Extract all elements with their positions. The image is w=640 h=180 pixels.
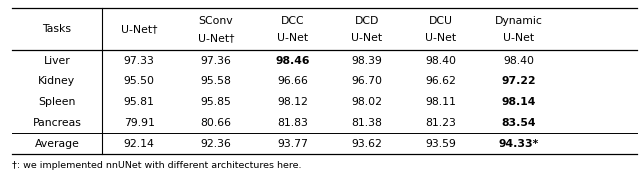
Text: 98.02: 98.02 — [351, 97, 382, 107]
Text: 83.54: 83.54 — [502, 118, 536, 128]
Text: 96.62: 96.62 — [425, 76, 456, 86]
Text: 93.77: 93.77 — [278, 139, 308, 148]
Text: Liver: Liver — [44, 56, 70, 66]
Text: U-Net†: U-Net† — [121, 24, 157, 34]
Text: 97.36: 97.36 — [200, 56, 232, 66]
Text: 98.46: 98.46 — [276, 56, 310, 66]
Text: 98.12: 98.12 — [278, 97, 308, 107]
Text: 98.11: 98.11 — [425, 97, 456, 107]
Text: 96.66: 96.66 — [278, 76, 308, 86]
Text: 92.36: 92.36 — [200, 139, 232, 148]
Text: 92.14: 92.14 — [124, 139, 154, 148]
Text: U-Net: U-Net — [504, 33, 534, 43]
Text: 98.40: 98.40 — [504, 56, 534, 66]
Text: DCD: DCD — [355, 16, 379, 26]
Text: U-Net: U-Net — [277, 33, 308, 43]
Text: 94.33*: 94.33* — [499, 139, 539, 148]
Text: DCU: DCU — [428, 16, 452, 26]
Text: U-Net†: U-Net† — [198, 33, 234, 43]
Text: 93.59: 93.59 — [425, 139, 456, 148]
Text: Kidney: Kidney — [38, 76, 76, 86]
Text: 98.40: 98.40 — [425, 56, 456, 66]
Text: Average: Average — [35, 139, 79, 148]
Text: 96.70: 96.70 — [351, 76, 382, 86]
Text: Tasks: Tasks — [42, 24, 71, 34]
Text: 95.81: 95.81 — [124, 97, 154, 107]
Text: U-Net: U-Net — [425, 33, 456, 43]
Text: 95.85: 95.85 — [200, 97, 232, 107]
Text: Pancreas: Pancreas — [33, 118, 81, 128]
Text: 81.38: 81.38 — [351, 118, 382, 128]
Text: Dynamic: Dynamic — [495, 16, 543, 26]
Text: 93.62: 93.62 — [351, 139, 382, 148]
Text: 95.58: 95.58 — [200, 76, 232, 86]
Text: U-Net: U-Net — [351, 33, 382, 43]
Text: 80.66: 80.66 — [200, 118, 232, 128]
Text: 98.39: 98.39 — [351, 56, 382, 66]
Text: 81.83: 81.83 — [278, 118, 308, 128]
Text: 97.33: 97.33 — [124, 56, 154, 66]
Text: 79.91: 79.91 — [124, 118, 154, 128]
Text: 81.23: 81.23 — [425, 118, 456, 128]
Text: 97.22: 97.22 — [502, 76, 536, 86]
Text: 98.14: 98.14 — [502, 97, 536, 107]
Text: SConv: SConv — [198, 16, 234, 26]
Text: DCC: DCC — [281, 16, 305, 26]
Text: Spleen: Spleen — [38, 97, 76, 107]
Text: 95.50: 95.50 — [124, 76, 155, 86]
Text: †: we implemented nnUNet with different architectures here.: †: we implemented nnUNet with different … — [12, 161, 301, 170]
